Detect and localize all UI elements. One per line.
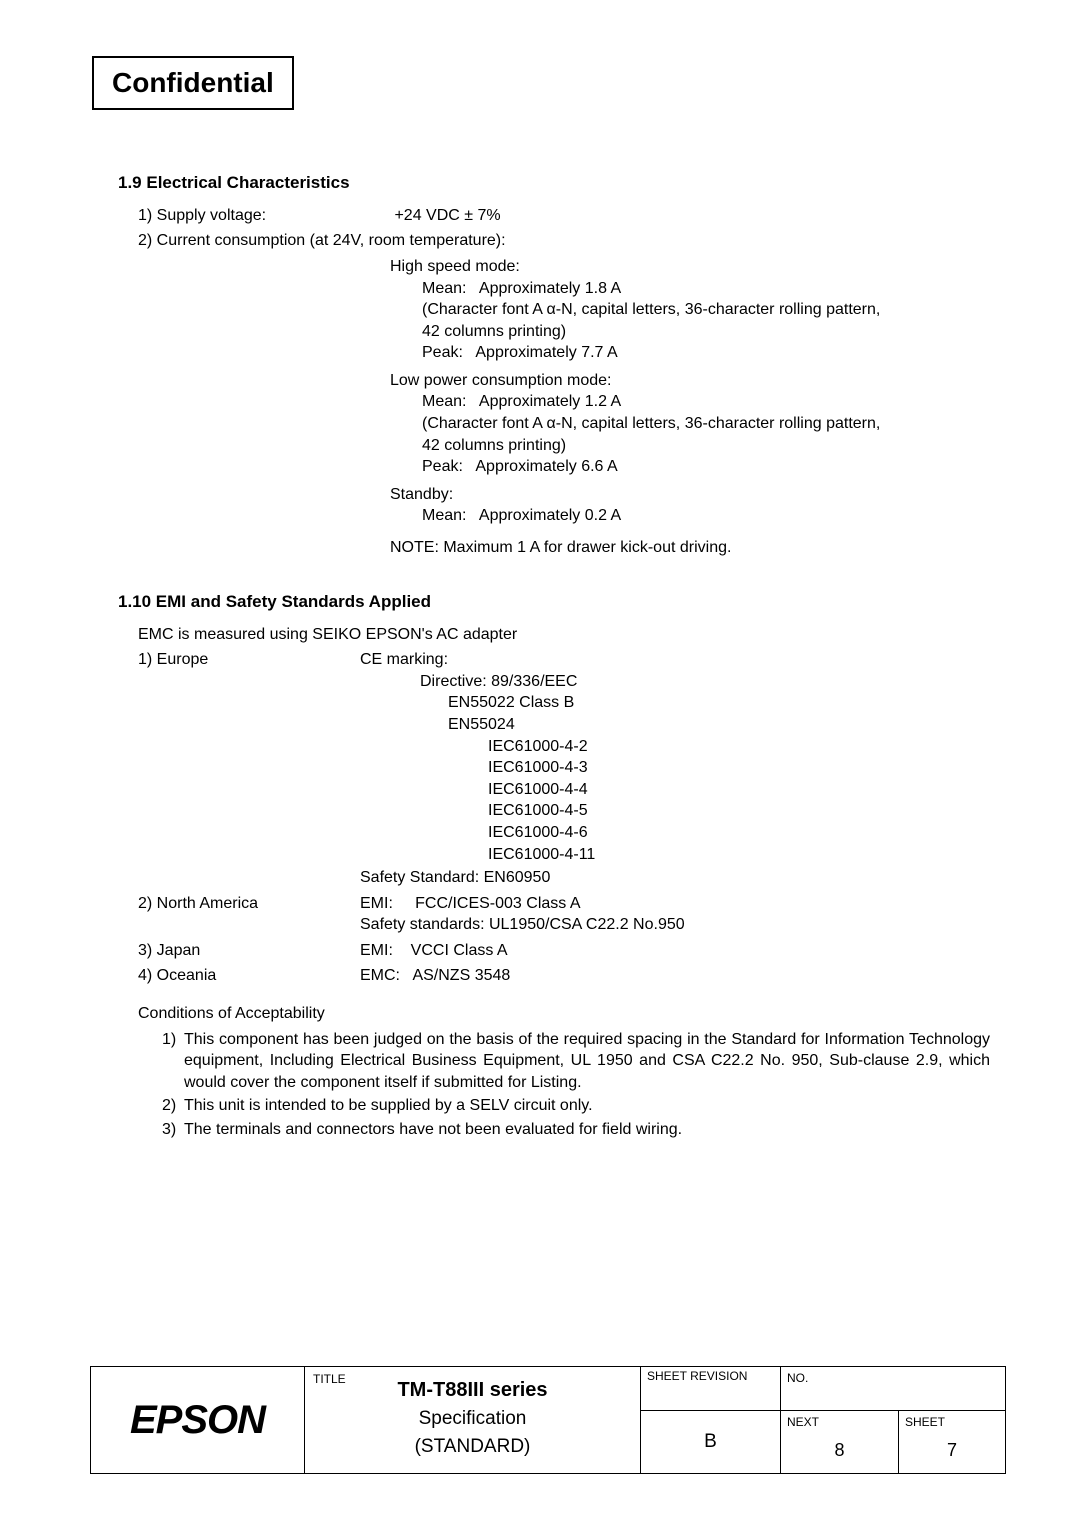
sheet-revision-label: SHEET REVISION bbox=[647, 1370, 774, 1383]
oc-label: 4) Oceania bbox=[138, 965, 360, 987]
cond-3: 3) The terminals and connectors have not… bbox=[162, 1119, 990, 1141]
na-line1: EMI: FCC/ICES-003 Class A bbox=[360, 893, 990, 915]
section-1-9: 1.9 Electrical Characteristics 1) Supply… bbox=[92, 172, 990, 559]
lp-detail2: 42 columns printing) bbox=[422, 435, 990, 457]
lp-mean: Mean: Approximately 1.2 A bbox=[422, 391, 990, 413]
jp-label: 3) Japan bbox=[138, 940, 360, 962]
oc-row: 4) Oceania EMC: AS/NZS 3548 bbox=[138, 965, 990, 987]
na-row: 2) North America EMI: FCC/ICES-003 Class… bbox=[138, 893, 990, 936]
titleblock-right: SHEET REVISION NO. B NEXT 8 SHEET 7 bbox=[641, 1367, 1005, 1473]
conditions-head: Conditions of Acceptability bbox=[138, 1003, 990, 1025]
iec-3: IEC61000-4-5 bbox=[488, 800, 990, 822]
high-speed-block: High speed mode: Mean: Approximately 1.8… bbox=[390, 256, 990, 364]
iec-5: IEC61000-4-11 bbox=[488, 844, 990, 866]
jp-value: EMI: VCCI Class A bbox=[360, 940, 990, 962]
revision-value: B bbox=[704, 1429, 717, 1455]
next-value: 8 bbox=[787, 1430, 892, 1462]
standby-block: Standby: Mean: Approximately 0.2 A bbox=[390, 484, 990, 527]
no-label: NO. bbox=[787, 1370, 999, 1386]
cond-3-text: The terminals and connectors have not be… bbox=[184, 1119, 990, 1141]
supply-voltage-row: 1) Supply voltage: +24 VDC ± 7% bbox=[138, 205, 990, 227]
title-line2: Specification bbox=[313, 1406, 632, 1432]
epson-logo: EPSON bbox=[91, 1367, 305, 1473]
standby-title: Standby: bbox=[390, 484, 990, 506]
hs-peak: Peak: Approximately 7.7 A bbox=[422, 342, 990, 364]
europe-row: 1) Europe CE marking: Directive: 89/336/… bbox=[138, 649, 990, 889]
note-line: NOTE: Maximum 1 A for drawer kick-out dr… bbox=[390, 537, 990, 559]
supply-value: +24 VDC ± 7% bbox=[394, 207, 500, 224]
iec-4: IEC61000-4-6 bbox=[488, 822, 990, 844]
revision-value-cell: B bbox=[641, 1411, 781, 1473]
conditions-list: 1) This component has been judged on the… bbox=[162, 1029, 990, 1141]
eu-safety: Safety Standard: EN60950 bbox=[360, 867, 990, 889]
heading-1-9: 1.9 Electrical Characteristics bbox=[118, 172, 990, 195]
sheet-revision-cell: SHEET REVISION bbox=[641, 1367, 781, 1410]
next-label: NEXT bbox=[787, 1414, 892, 1430]
na-line2: Safety standards: UL1950/CSA C22.2 No.95… bbox=[360, 914, 990, 936]
cond-1: 1) This component has been judged on the… bbox=[162, 1029, 990, 1094]
na-label: 2) North America bbox=[138, 893, 360, 936]
cond-2: 2) This unit is intended to be supplied … bbox=[162, 1095, 990, 1117]
europe-values: CE marking: Directive: 89/336/EEC EN5502… bbox=[360, 649, 990, 889]
ce-marking: CE marking: bbox=[360, 649, 990, 671]
iec-1: IEC61000-4-3 bbox=[488, 757, 990, 779]
logo-text: EPSON bbox=[130, 1393, 265, 1447]
hs-title: High speed mode: bbox=[390, 256, 990, 278]
title-line1: TM-T88III series bbox=[313, 1377, 632, 1404]
current-consumption-label: 2) Current consumption (at 24V, room tem… bbox=[138, 230, 990, 252]
sheet-value: 7 bbox=[905, 1430, 999, 1462]
cond-1-text: This component has been judged on the ba… bbox=[184, 1029, 990, 1094]
sheet-cell: SHEET 7 bbox=[899, 1411, 1005, 1473]
iec-0: IEC61000-4-2 bbox=[488, 736, 990, 758]
hs-mean: Mean: Approximately 1.8 A bbox=[422, 278, 990, 300]
iec-2: IEC61000-4-4 bbox=[488, 779, 990, 801]
title-block: EPSON TITLE TM-T88III series Specificati… bbox=[90, 1366, 1006, 1474]
cond-2-num: 2) bbox=[162, 1095, 184, 1117]
standby-mean: Mean: Approximately 0.2 A bbox=[422, 505, 990, 527]
section-1-10: 1.10 EMI and Safety Standards Applied EM… bbox=[92, 591, 990, 1141]
no-cell: NO. bbox=[781, 1367, 1005, 1410]
title-cell: TITLE TM-T88III series Specification (ST… bbox=[305, 1367, 641, 1473]
europe-label: 1) Europe bbox=[138, 649, 360, 889]
title-line3: (STANDARD) bbox=[313, 1434, 632, 1460]
confidential-header: Confidential bbox=[92, 56, 294, 110]
hs-detail2: 42 columns printing) bbox=[422, 321, 990, 343]
oc-value: EMC: AS/NZS 3548 bbox=[360, 965, 990, 987]
title-label: TITLE bbox=[313, 1371, 346, 1387]
cond-1-num: 1) bbox=[162, 1029, 184, 1094]
na-values: EMI: FCC/ICES-003 Class A Safety standar… bbox=[360, 893, 990, 936]
lp-title: Low power consumption mode: bbox=[390, 370, 990, 392]
eu-en1: EN55022 Class B bbox=[448, 692, 990, 714]
eu-directive: Directive: 89/336/EEC bbox=[420, 671, 990, 693]
lp-detail1: (Character font A α-N, capital letters, … bbox=[422, 413, 990, 435]
eu-en2: EN55024 bbox=[448, 714, 990, 736]
hs-detail1: (Character font A α-N, capital letters, … bbox=[422, 299, 990, 321]
heading-1-10: 1.10 EMI and Safety Standards Applied bbox=[118, 591, 990, 614]
next-cell: NEXT 8 bbox=[781, 1411, 899, 1473]
low-power-block: Low power consumption mode: Mean: Approx… bbox=[390, 370, 990, 478]
jp-row: 3) Japan EMI: VCCI Class A bbox=[138, 940, 990, 962]
cond-2-text: This unit is intended to be supplied by … bbox=[184, 1095, 990, 1117]
sheet-label: SHEET bbox=[905, 1414, 999, 1430]
lp-peak: Peak: Approximately 6.6 A bbox=[422, 456, 990, 478]
cond-3-num: 3) bbox=[162, 1119, 184, 1141]
emc-note: EMC is measured using SEIKO EPSON's AC a… bbox=[138, 624, 990, 646]
supply-label: 1) Supply voltage: bbox=[138, 205, 390, 227]
